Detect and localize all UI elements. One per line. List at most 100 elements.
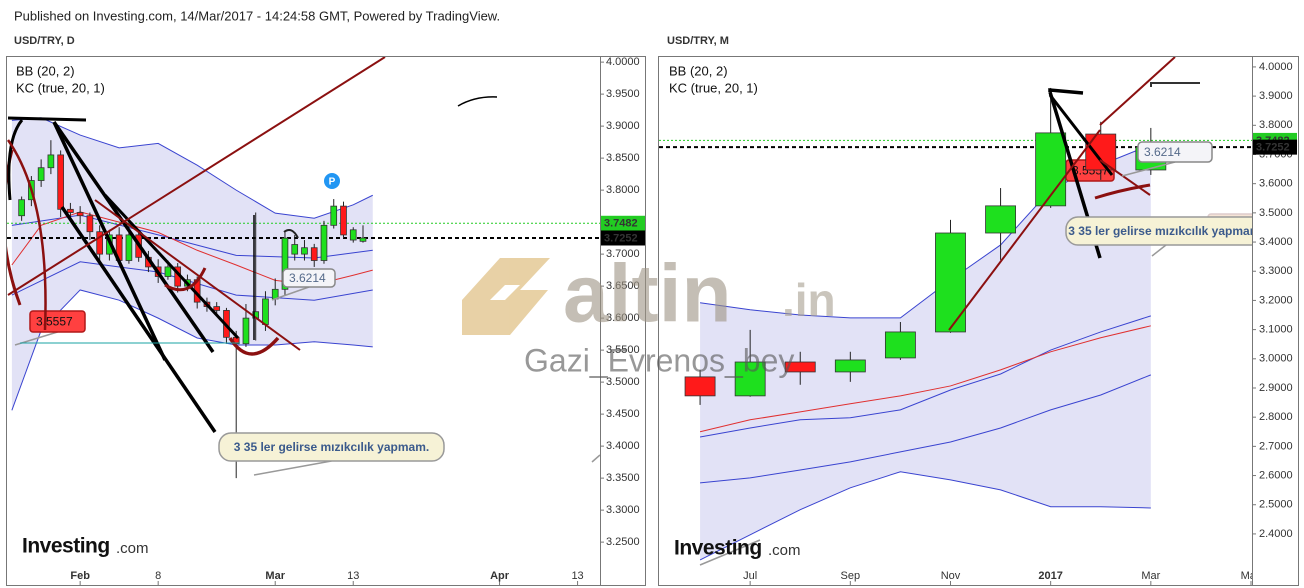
- chart-title: USD/TRY, M: [667, 35, 729, 47]
- logo-suffix: .com: [116, 540, 149, 557]
- candle-body: [37, 167, 45, 181]
- band-line: [11, 117, 373, 219]
- y-tick-label: 2.5000: [1259, 499, 1293, 511]
- y-tick-label: 2.8000: [1259, 411, 1293, 423]
- overlay: BB (20, 2) KC (true, 20, 1) 3.6214 3 35 ler…: [16, 63, 445, 558]
- x-axis: Jul Sep Nov 2017 Mar May: [743, 570, 1262, 585]
- x-tick-label: 2017: [1038, 570, 1062, 582]
- axes: USD/TRY, D 3.2500 3.3000 3.3500 3.4000 3.4500…: [14, 35, 645, 585]
- watermark-brand: altin: [563, 249, 732, 340]
- band-line: [700, 374, 1152, 484]
- x-tick-label: Mar: [265, 570, 285, 582]
- y-tick-label: 3.9000: [1259, 90, 1293, 102]
- y-tick-label: 3.6500: [606, 280, 640, 292]
- band-line: [11, 289, 373, 411]
- candle-body: [935, 232, 966, 333]
- y-tick-label: 3.2500: [606, 536, 640, 548]
- price-tag: [601, 215, 645, 231]
- callout-text: 3.5557: [36, 315, 73, 329]
- y-tick-label: 3.9500: [606, 88, 640, 100]
- watermark-suffix: .in: [782, 274, 836, 326]
- candle-body: [262, 298, 269, 325]
- overlay: BB (20, 2) KC (true, 20, 1) 3.6214 3 35 ler…: [669, 63, 1252, 560]
- y-tick-label: 3.5000: [606, 376, 640, 388]
- callout-text: 3 35 ler gelirse mızıkcılık yapmam.: [234, 440, 429, 454]
- candle-body: [67, 208, 74, 213]
- x-tick-label: 13: [347, 570, 359, 582]
- legend-item: KC (true, 20, 1): [16, 80, 105, 95]
- legend-item: BB (20, 2): [669, 63, 728, 78]
- callout-box: [1065, 216, 1252, 246]
- candle-body: [884, 331, 916, 359]
- band-line: [699, 315, 1151, 438]
- y-tick-label: 3.2000: [1259, 294, 1293, 306]
- plot: 3.55573.3722: [659, 87, 1252, 561]
- x-tick-label: Feb: [70, 570, 90, 582]
- x-tick-label: Sep: [841, 570, 861, 582]
- callout-pointer: [253, 460, 332, 476]
- band-fill: [700, 144, 1151, 560]
- candle-body: [684, 376, 716, 397]
- candle-body: [985, 205, 1017, 234]
- y-tick-label: 3.4000: [1259, 236, 1293, 248]
- callout-text: 3.6214: [289, 271, 326, 285]
- x-tick-label: May: [1241, 570, 1262, 582]
- y-tick-label: 3.4500: [606, 408, 640, 420]
- y-tick-label: 3.7000: [606, 248, 640, 260]
- candle-body: [291, 244, 299, 255]
- callout-pointer: [1151, 244, 1167, 257]
- drawings: P: [7, 57, 600, 463]
- y-tick-label: 3.3500: [606, 472, 640, 484]
- header: Published on Investing.com, 14/Mar/2017 …: [14, 8, 500, 23]
- callout-box: [218, 432, 445, 462]
- candle-body: [47, 154, 55, 169]
- logo-suffix: .com: [768, 542, 801, 559]
- callout-box: [1137, 141, 1213, 163]
- legend-item: BB (20, 2): [16, 63, 75, 78]
- y-tick-label: 3.8000: [1259, 119, 1293, 131]
- y-tick-label: 3.8500: [606, 152, 640, 164]
- x-tick-label: 8: [155, 570, 161, 582]
- candle-body: [86, 215, 94, 233]
- x-tick-label: Mar: [1141, 570, 1160, 582]
- svg-text:P: P: [329, 177, 336, 188]
- chart-title: USD/TRY, D: [14, 35, 75, 47]
- y-tick-label: 3.6000: [1259, 178, 1293, 190]
- legend-item: KC (true, 20, 1): [669, 80, 758, 95]
- y-tick-label: 3.5000: [1259, 207, 1293, 219]
- y-tick-label: 3.5500: [606, 344, 640, 356]
- candle-body: [734, 361, 766, 397]
- candle-body: [281, 237, 289, 290]
- y-tick-label: 3.9000: [606, 120, 640, 132]
- candle-body: [834, 359, 866, 373]
- x-tick-label: Nov: [941, 570, 961, 582]
- axes: USD/TRY, M 2.4000 2.5000 2.6000 2.7000 2.8000…: [667, 35, 1297, 585]
- candle-body: [125, 234, 133, 261]
- band-line: [699, 325, 1151, 433]
- candle-body: [242, 317, 250, 345]
- watermark-logo: [462, 258, 550, 335]
- watermark-author: Gazi_Evrenos_bey: [524, 342, 794, 378]
- y-tick-label: 3.8000: [606, 184, 640, 196]
- candle-body: [57, 154, 64, 210]
- y-tick-label: 3.3000: [1259, 265, 1293, 277]
- candle-body: [213, 306, 221, 311]
- band-line: [699, 471, 1151, 561]
- y-tick-label: 3.3000: [606, 504, 640, 516]
- x-tick-label: Apr: [490, 570, 510, 582]
- y-tick-label: 2.4000: [1259, 528, 1293, 540]
- candle-body: [340, 205, 347, 236]
- y-tick-label: 2.7000: [1259, 440, 1293, 452]
- candle-body: [96, 231, 103, 255]
- y-tick-label: 3.1000: [1259, 324, 1293, 336]
- candle-body: [330, 205, 338, 226]
- y-tick-label: 3.0000: [1259, 353, 1293, 365]
- logo-name: Investing: [22, 535, 110, 558]
- y-tick-label: 4.0000: [1259, 61, 1293, 73]
- price-tag: [601, 230, 645, 246]
- callout-box: [282, 268, 336, 288]
- candle-body: [310, 247, 318, 261]
- callout-pointer: [271, 286, 310, 301]
- watermark: altin .in Gazi_Evrenos_bey: [462, 249, 836, 378]
